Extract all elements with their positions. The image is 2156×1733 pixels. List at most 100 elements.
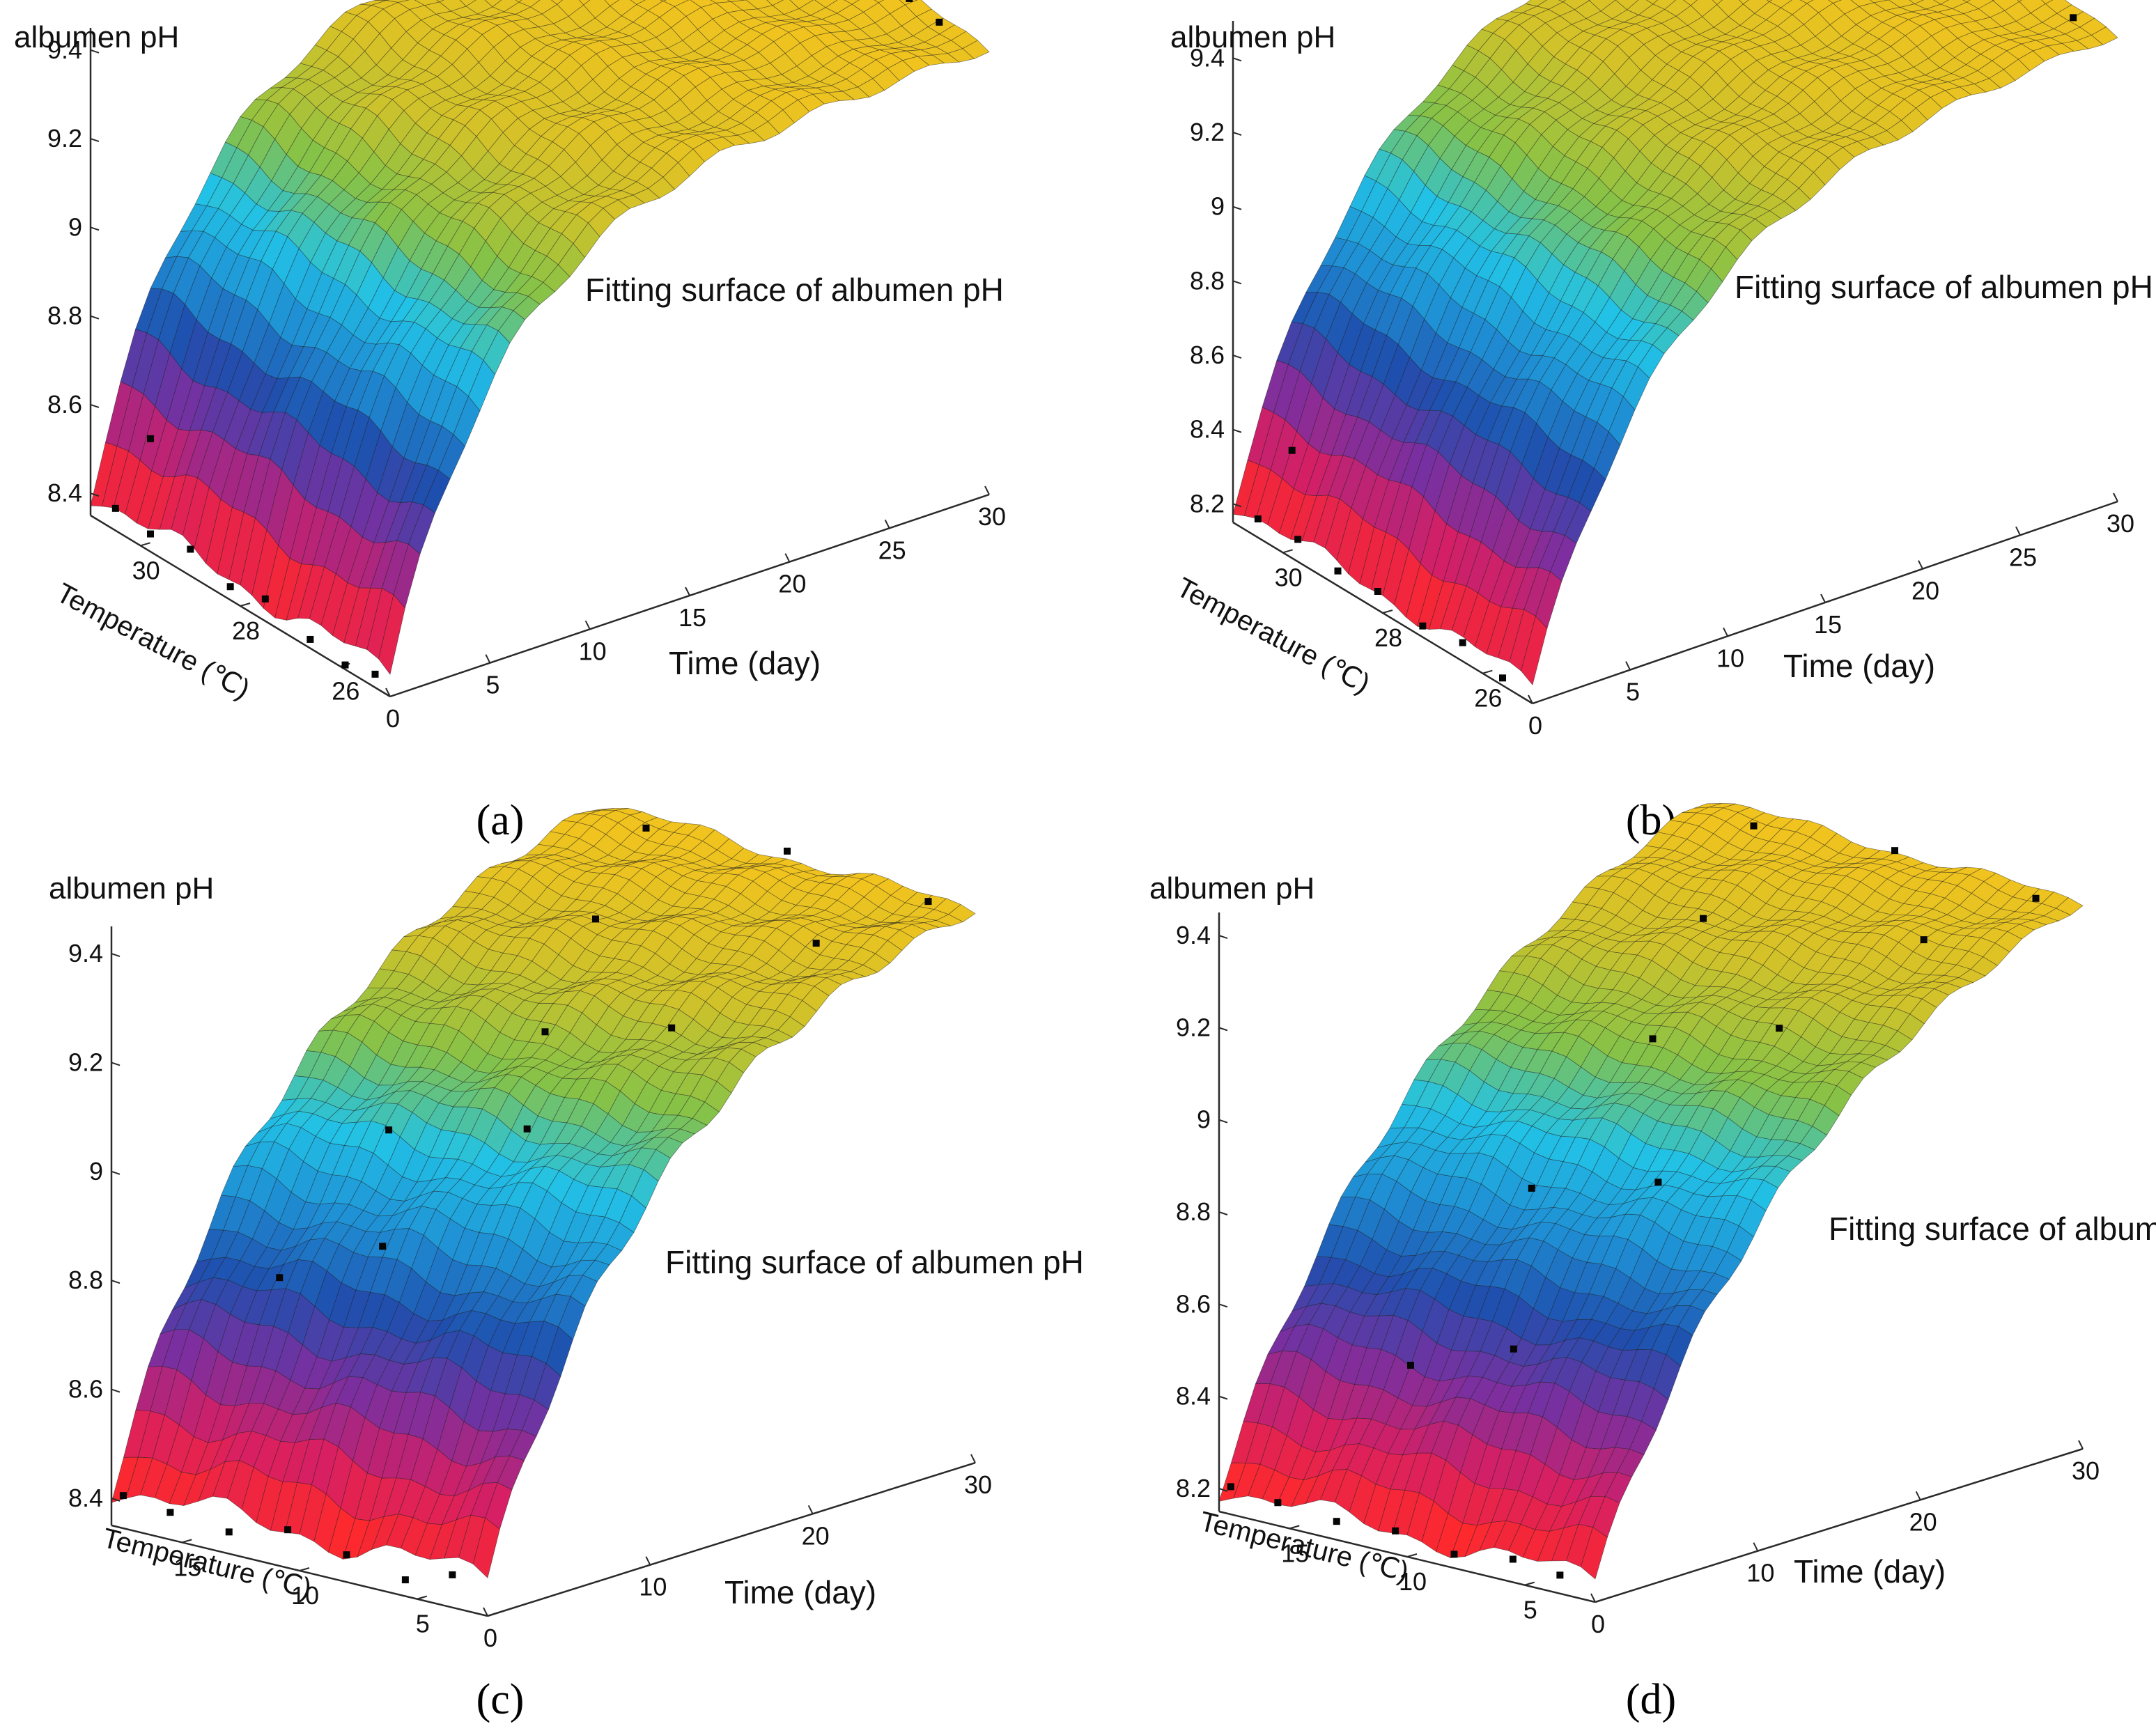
panel-c-xlabel: Time (day): [724, 1574, 876, 1610]
panel-a-surface-patch: [515, 0, 522, 3]
panel-a-data-point: [906, 0, 913, 2]
panel-c-z-tick: [111, 1280, 121, 1284]
panel-a-xlabel: Time (day): [669, 645, 821, 681]
panel-b-z-tick-label: 9: [1211, 192, 1225, 221]
panel-b-z-tick: [1232, 428, 1242, 433]
panel-b-annotation-text: Fitting surface of albumen pH: [1735, 269, 2153, 305]
panel-b-surface: [1232, 0, 2118, 686]
panel-d-z-tick-label: 8.8: [1176, 1197, 1211, 1226]
panel-c-data-point: [924, 898, 932, 906]
panel-a-y-tick: [140, 542, 150, 547]
panel-a-x-tick: [385, 687, 391, 697]
panel-d-data-point: [1649, 1035, 1657, 1043]
panel-c-data-point: [642, 824, 650, 832]
panel-d-y-tick-label: 5: [1523, 1596, 1537, 1624]
panel-b-data-point: [2070, 14, 2077, 22]
panel-b-x-tick-label: 0: [1528, 711, 1542, 740]
panel-a-z-tick-label: 8.8: [47, 302, 82, 330]
panel-b-x-tick-label: 15: [1814, 610, 1842, 639]
panel-c-data-point: [592, 915, 599, 923]
panel-d-data-point: [1700, 915, 1707, 922]
panel-a-data-point: [147, 435, 154, 442]
panel-a-z-tick-label: 9.2: [47, 124, 82, 153]
panel-a-surface-patch: [630, 0, 646, 5]
panel-c-z-tick-label: 9.4: [68, 939, 103, 967]
panel-b-z-tick-label: 8.6: [1190, 341, 1225, 369]
panel-c-data-point: [541, 1028, 549, 1036]
panel-a-surface-patch: [578, 0, 591, 6]
panel-c-z-tick: [111, 1170, 121, 1175]
panel-b-z-tick: [1232, 280, 1242, 285]
panel-c-annotation: Fitting surface of albumen pH: [665, 1244, 1084, 1280]
panel-d-data-point: [1450, 1551, 1458, 1558]
panel-d-data-point: [1227, 1483, 1234, 1491]
panel-a-data-point: [371, 670, 379, 678]
panel-a-surface-patch: [962, 40, 990, 59]
panel-d-data-point: [1528, 1184, 1535, 1192]
panel-d-z-tick-label: 9.2: [1176, 1013, 1211, 1041]
panel-b-z-tick: [1232, 205, 1242, 210]
panel-b-data-point: [1499, 674, 1506, 682]
panel-c-y-tick: [417, 1595, 428, 1600]
panel-c-data-point: [401, 1576, 409, 1584]
panel-a-surface-patch: [550, 0, 564, 5]
panel-d-x-tick: [1915, 1491, 1921, 1500]
panel-a-x-tick: [884, 519, 890, 529]
panel-a-data-point: [307, 635, 314, 643]
panel-c-data-point: [276, 1274, 284, 1282]
panel-b-surface-patch: [1767, 0, 1773, 2]
panel-b-xlabel: Time (day): [1783, 648, 1935, 684]
panel-a-z-tick: [90, 492, 100, 497]
panel-a: 8.4 8.6 8.8 9 9.2 9.4 0 5 10 15 20 25 30 26 28 30 album…: [14, 0, 1006, 844]
panel-d-data-point: [1776, 1025, 1783, 1032]
panel-a-x-tick: [784, 553, 791, 563]
panel-c-x-tick: [807, 1505, 814, 1514]
panel-b-data-point: [1419, 622, 1427, 630]
panel-c-z-tick-label: 9: [89, 1157, 103, 1186]
panel-a-z-tick-label: 8.4: [47, 479, 82, 507]
panel-b-x-tick-label: 10: [1716, 644, 1744, 672]
panel-c-data-point: [379, 1243, 387, 1250]
panel-b-y-tick-label: 26: [1474, 684, 1502, 713]
panel-a-x-tick-label: 5: [486, 671, 499, 699]
panel-c-data-point: [523, 1125, 531, 1133]
panel-a-surface-patch: [436, 0, 444, 3]
panel-a-x-tick-label: 15: [678, 603, 706, 632]
panel-b-surface-patch: [1962, 0, 1971, 3]
panel-b-surface-patch: [1933, 0, 1949, 5]
panel-c-x-tick-label: 0: [483, 1624, 497, 1652]
panel-d-z-tick: [1218, 1119, 1228, 1124]
panel-b-data-point: [1294, 536, 1302, 543]
panel-d-z-tick-label: 8.2: [1176, 1474, 1211, 1502]
panel-b-z-tick-label: 8.2: [1190, 489, 1225, 518]
panel-b-x-tick-label: 20: [1911, 577, 1939, 605]
panel-c-data-point: [119, 1492, 127, 1500]
panel-c-z-tick-label: 8.4: [68, 1484, 103, 1512]
panel-d-x-tick: [1753, 1542, 1759, 1552]
panel-b-axes: 8.2 8.4 8.6 8.8 9 9.2 9.4 0 5 10 15 20 25 30 26 28 30: [1190, 21, 2134, 740]
panel-c-data-point: [784, 847, 791, 855]
panel-d-data-point: [1654, 1179, 1662, 1186]
panel-a-data-point: [111, 504, 119, 512]
panel-c-data-point: [166, 1509, 174, 1516]
panel-d-data-point: [1392, 1527, 1399, 1534]
panel-d-z-tick: [1218, 1303, 1228, 1308]
panel-b-x-tick: [2113, 492, 2118, 502]
panel-b-surface-patch: [1558, 0, 1567, 3]
panel-a-z-tick-label: 9.4: [47, 36, 82, 64]
panel-c-y-tick: [299, 1567, 310, 1571]
panel-d-data-point: [2032, 894, 2040, 902]
panel-a-y-tick: [240, 603, 251, 607]
panel-c-x-tick: [645, 1556, 651, 1566]
panel-a-surface-patch: [375, 0, 389, 1]
panel-c-x-tick-label: 30: [964, 1470, 992, 1499]
panel-a-z-tick: [90, 403, 100, 408]
panel-b-x-tick-label: 25: [2009, 543, 2037, 571]
panel-d-annotation: Fitting surface of albumen pH: [1829, 1211, 2156, 1247]
panel-d-z-tick: [1218, 1211, 1228, 1215]
panel-b-surface-patch: [1645, 0, 1659, 5]
panel-b-z-tick: [1232, 503, 1242, 508]
panel-c-z-tick: [111, 1388, 121, 1393]
panel-c-z-tick-label: 8.8: [68, 1266, 103, 1294]
